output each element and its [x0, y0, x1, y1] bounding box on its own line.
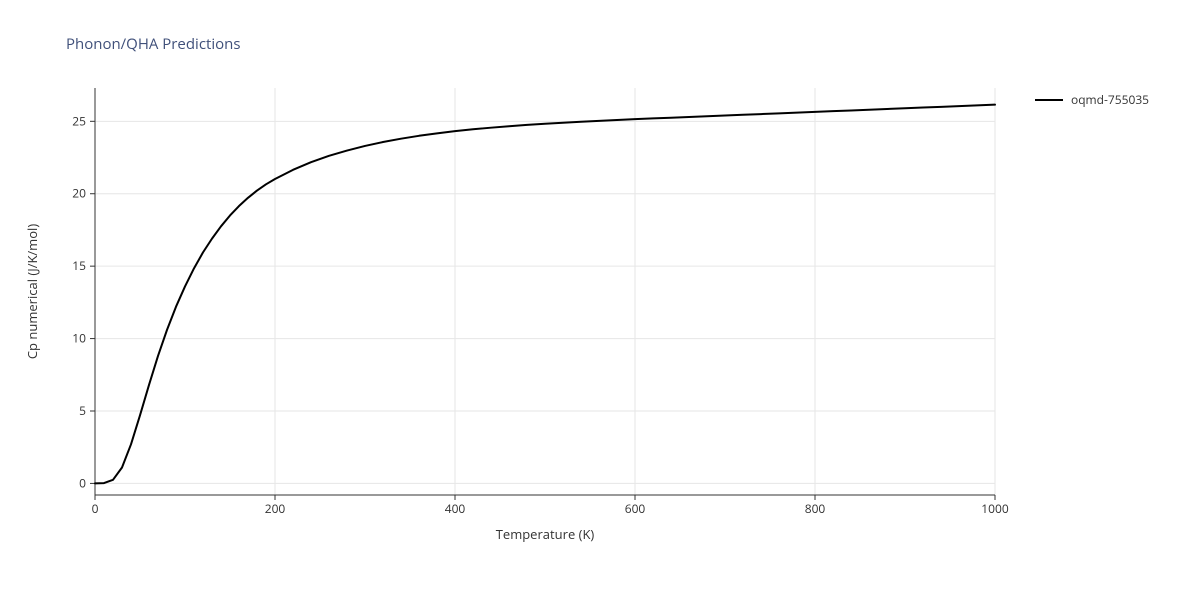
x-tick-label: 400 [445, 500, 466, 517]
x-tick-label: 600 [625, 500, 646, 517]
y-tick-label: 15 [72, 257, 86, 274]
line-chart: 0 200 400 600 800 1000 0 5 10 15 20 25 Temperature (… [0, 0, 1200, 600]
x-tick-label: 800 [805, 500, 826, 517]
series-line [95, 105, 995, 484]
y-tick-label: 5 [79, 402, 86, 419]
y-tick-label: 10 [72, 330, 86, 347]
chart-title: Phonon/QHA Predictions [66, 34, 241, 54]
x-tick-label: 1000 [981, 500, 1009, 517]
x-tick-label: 200 [265, 500, 286, 517]
y-tick-label: 20 [72, 185, 86, 202]
y-tick-label: 0 [79, 474, 86, 491]
x-axis-label: Temperature (K) [496, 525, 595, 543]
y-tick-label: 25 [72, 112, 86, 129]
y-axis-label: Cp numerical (J/K/mol) [23, 224, 41, 359]
x-tick-label: 0 [92, 500, 99, 517]
legend-label: oqmd-755035 [1071, 91, 1149, 108]
